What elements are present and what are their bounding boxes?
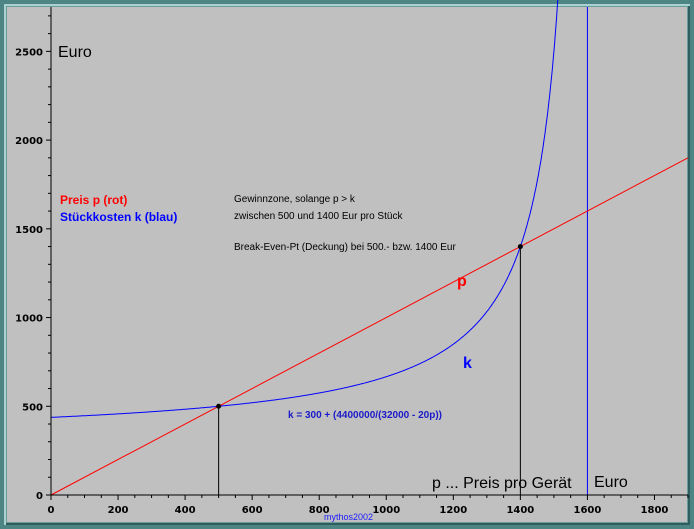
x-tick-label-1600: 1600 — [573, 505, 601, 516]
x-tick-label-0: 0 — [48, 505, 55, 516]
series-label-k: k — [463, 355, 472, 372]
break-even-point-1400 — [517, 244, 523, 250]
x-axis-unit: Euro — [594, 474, 628, 491]
curves-layer — [50, 0, 689, 496]
y-tick-label-2500: 2500 — [15, 47, 43, 58]
x-tick-label-1800: 1800 — [641, 505, 669, 516]
annotation-break-even: Break-Even-Pt (Deckung) bei 500.- bzw. 1… — [234, 242, 456, 253]
plot-background — [7, 7, 687, 522]
x-axis-label: p ... Preis pro Gerät — [432, 475, 572, 492]
x-tick-label-400: 400 — [175, 505, 196, 516]
series-line-p — [50, 157, 689, 496]
y-tick-label-0: 0 — [36, 491, 43, 502]
break-even-point-500 — [216, 403, 222, 409]
y-tick-label-1500: 1500 — [15, 225, 43, 236]
formula-label: k = 300 + (4400000/(32000 - 20p)) — [288, 410, 442, 421]
series-line-k — [50, 0, 559, 418]
y-tick-label-1000: 1000 — [15, 314, 43, 325]
x-tick-label-1000: 1000 — [372, 505, 400, 516]
ticks-layer: 0 200 400 600 800 1000 1200 1400 1600 1800 0 500 100… — [15, 15, 689, 516]
legend-unit-cost: Stückkosten k (blau) — [60, 210, 177, 224]
annotation-range: zwischen 500 und 1400 Eur pro Stück — [234, 211, 403, 222]
annotation-profit-zone: Gewinnzone, solange p > k — [234, 194, 356, 205]
x-tick-label-1400: 1400 — [506, 505, 534, 516]
x-tick-label-200: 200 — [108, 505, 129, 516]
y-axis-label: Euro — [58, 44, 92, 61]
series-label-p: p — [457, 273, 467, 290]
credit-label: mythos2002 — [324, 512, 373, 522]
legend-price: Preis p (rot) — [60, 193, 127, 207]
y-tick-label-500: 500 — [22, 402, 43, 413]
x-tick-label-1200: 1200 — [439, 505, 467, 516]
x-tick-label-800: 800 — [309, 505, 330, 516]
y-tick-label-2000: 2000 — [15, 136, 43, 147]
x-tick-label-600: 600 — [242, 505, 263, 516]
